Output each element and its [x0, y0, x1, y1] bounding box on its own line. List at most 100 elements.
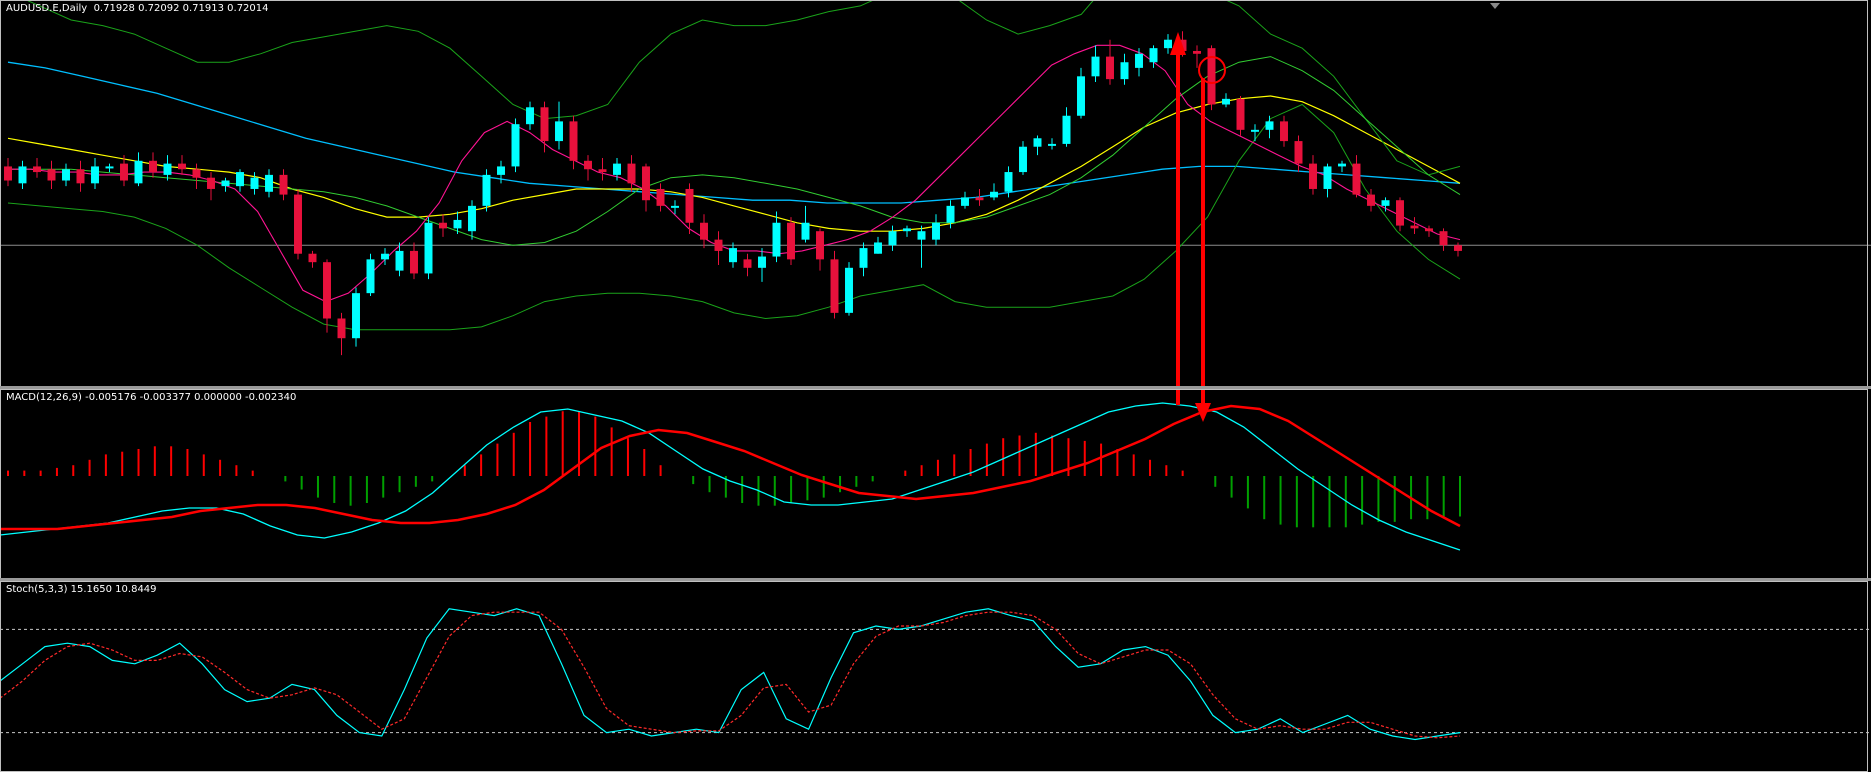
- candle-body: [1381, 200, 1390, 206]
- candle-body: [410, 250, 418, 274]
- candle-body: [758, 256, 766, 268]
- candle-body: [149, 160, 157, 173]
- candle-body: [1265, 121, 1274, 130]
- candle-body: [221, 180, 230, 187]
- candle-body: [1338, 163, 1346, 167]
- candle-body: [569, 121, 578, 161]
- macd-chart[interactable]: [0, 389, 1871, 579]
- price-pane[interactable]: AUDUSD.E,Daily 0.71928 0.72092 0.71913 0…: [0, 0, 1871, 387]
- candle-body: [932, 222, 940, 240]
- candle-body: [18, 166, 27, 184]
- candle-body: [1425, 228, 1433, 232]
- candle-body: [1236, 98, 1245, 130]
- candle-body: [1106, 56, 1114, 80]
- macd-main-line: [0, 402, 1461, 551]
- candle-body: [178, 163, 186, 170]
- candle-body: [1439, 231, 1448, 246]
- pane-splitter-1[interactable]: [0, 386, 1871, 389]
- candle-body: [830, 259, 839, 313]
- bollinger-middle-line: [8, 56, 1461, 246]
- candle-body: [1207, 48, 1216, 105]
- candle-body: [439, 222, 447, 229]
- candle-body: [1193, 50, 1201, 54]
- candle-body: [685, 188, 694, 223]
- candle-body: [888, 231, 897, 246]
- candle-body: [656, 188, 665, 206]
- candle-body: [845, 267, 853, 313]
- ma-long-line: [7, 61, 1461, 204]
- pane-splitter-2[interactable]: [0, 578, 1871, 581]
- price-chart[interactable]: [0, 0, 1871, 387]
- candle-body: [4, 166, 12, 181]
- candle-body: [584, 160, 592, 170]
- candle-body: [47, 169, 56, 181]
- candle-body: [555, 121, 563, 142]
- candle-body: [1251, 129, 1259, 132]
- candle-body: [1454, 245, 1462, 251]
- candle-body: [917, 231, 926, 240]
- candle-body: [1410, 225, 1419, 229]
- candle-body: [207, 177, 215, 189]
- stoch-main-line: [0, 608, 1461, 741]
- candle-body: [1091, 56, 1100, 77]
- stoch-pane-label: Stoch(5,3,3) 15.1650 10.8449: [6, 584, 157, 595]
- annotation-arrow-up-head: [1170, 32, 1186, 55]
- candle-body: [946, 205, 955, 223]
- candle-body: [743, 259, 752, 268]
- candle-body: [1164, 39, 1172, 49]
- candle-body: [337, 318, 346, 339]
- candle-body: [497, 166, 505, 175]
- candle-body: [1323, 166, 1332, 189]
- stoch-signal-line: [0, 611, 1461, 739]
- candle-body: [1367, 194, 1375, 206]
- candle-body: [990, 191, 998, 198]
- candle-body: [859, 248, 868, 268]
- candle-body: [1033, 138, 1042, 147]
- candle-body: [105, 166, 114, 169]
- candle-body: [700, 222, 708, 240]
- candle-body: [874, 242, 882, 254]
- candle-body: [1077, 76, 1085, 116]
- candle-body: [787, 222, 795, 260]
- candle-body: [134, 160, 143, 184]
- candle-body: [903, 228, 911, 232]
- candle-body: [236, 172, 244, 187]
- candle-body: [265, 174, 273, 192]
- candle-body: [961, 197, 969, 206]
- candle-body: [540, 107, 549, 142]
- candle-body: [1294, 141, 1303, 164]
- candle-body: [91, 166, 99, 184]
- candle-body: [714, 239, 723, 251]
- macd-pane-label: MACD(12,26,9) -0.005176 -0.003377 0.0000…: [6, 392, 297, 403]
- candle-body: [453, 219, 462, 229]
- candle-body: [76, 169, 85, 184]
- candle-body: [772, 222, 781, 257]
- candle-body: [671, 205, 679, 208]
- candle-body: [366, 259, 375, 294]
- bollinger-upper-line: [25, 0, 1461, 176]
- stoch-pane[interactable]: Stoch(5,3,3) 15.1650 10.8449: [0, 581, 1871, 772]
- candle-body: [1222, 98, 1230, 105]
- candle-body: [1280, 121, 1288, 142]
- candle-body: [598, 169, 607, 173]
- candle-body: [395, 250, 404, 271]
- candle-body: [1396, 200, 1404, 226]
- macd-signal-line: [0, 404, 1461, 531]
- candle-body: [1004, 172, 1013, 192]
- annotation-circle: [1198, 56, 1226, 84]
- candle-body: [975, 197, 984, 201]
- bollinger-lower-line: [7, 103, 1461, 331]
- stoch-chart[interactable]: [0, 581, 1871, 772]
- scroll-marker-icon: [1490, 3, 1500, 9]
- annotation-arrow-down-head: [1195, 403, 1211, 422]
- ma-slow-line: [7, 95, 1461, 232]
- candle-body: [1120, 62, 1129, 80]
- candle-body: [729, 248, 737, 263]
- candle-body: [424, 222, 433, 274]
- candle-body: [1062, 115, 1071, 144]
- candle-body: [163, 163, 172, 175]
- candle-body: [801, 222, 810, 240]
- candle-body: [308, 253, 317, 263]
- candle-body: [482, 174, 491, 206]
- macd-pane[interactable]: MACD(12,26,9) -0.005176 -0.003377 0.0000…: [0, 389, 1871, 579]
